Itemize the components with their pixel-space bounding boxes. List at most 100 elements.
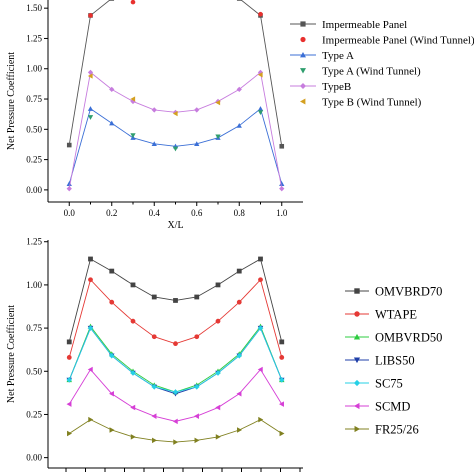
series-2 xyxy=(88,0,263,18)
data-point xyxy=(237,427,243,433)
data-point xyxy=(152,437,158,444)
data-point xyxy=(130,133,136,139)
y-tick-label: 1.00 xyxy=(26,280,42,290)
series-line xyxy=(68,327,283,395)
data-point xyxy=(173,341,178,347)
data-point xyxy=(172,110,178,117)
legend-entry: SC75 xyxy=(345,376,403,390)
data-point xyxy=(258,11,263,17)
data-point xyxy=(130,370,136,376)
chart-2: 0.00 0.25 0.50 0.75 1.00 1.25 Net Pressure Coe… xyxy=(6,237,442,472)
data-point xyxy=(258,256,263,262)
legend-entry: SCMD xyxy=(345,399,410,413)
chart-1: 0.00 0.25 0.50 0.75 1.00 1.25 1.50 0.0 0.2 0.4 0.6… xyxy=(6,0,474,231)
data-point xyxy=(109,427,115,433)
legend-marker xyxy=(353,357,361,364)
data-point xyxy=(109,299,115,305)
data-point xyxy=(236,86,242,92)
legend-marker xyxy=(300,98,306,105)
legend-entry: LIBS50 xyxy=(345,353,415,367)
data-point xyxy=(194,437,200,444)
data-point xyxy=(130,434,136,440)
data-point xyxy=(194,141,200,146)
data-point xyxy=(215,434,221,440)
data-point xyxy=(88,416,94,423)
series-5 xyxy=(66,325,285,395)
legend-entry: Impermeable Panel (Wind Tunnel) xyxy=(300,34,474,46)
legend-marker xyxy=(300,83,306,89)
data-point xyxy=(130,96,136,102)
data-point xyxy=(257,72,263,78)
data-point xyxy=(130,0,136,5)
y-tick-label: 0.25 xyxy=(26,155,42,165)
data-point xyxy=(130,318,136,324)
data-point xyxy=(151,334,157,340)
legend-label: FR25/26 xyxy=(375,422,419,436)
data-point xyxy=(66,377,73,383)
data-point xyxy=(87,106,94,111)
y-tick-label: 0.50 xyxy=(26,124,42,134)
data-point xyxy=(193,413,199,419)
legend-label: OMVBRD70 xyxy=(375,284,442,298)
y-axis-label: Net Pressure Coefficient xyxy=(6,305,17,403)
data-point xyxy=(257,366,263,373)
y-tick-label: 0.00 xyxy=(26,453,42,463)
series-line xyxy=(69,419,282,443)
legend-marker xyxy=(353,333,361,340)
data-point xyxy=(215,370,221,376)
y-tick-label: 1.25 xyxy=(26,237,42,247)
legend-label: OMBVRD50 xyxy=(375,330,442,344)
y-tick-label: 0.25 xyxy=(26,409,42,419)
data-point xyxy=(215,318,221,324)
data-point xyxy=(67,430,73,437)
series-1 xyxy=(66,0,285,149)
legend-marker xyxy=(300,21,306,27)
data-point xyxy=(279,339,285,345)
legend-entry: OMVBRD70 xyxy=(345,284,442,298)
data-point xyxy=(279,186,285,192)
legend-label: Type A xyxy=(322,50,354,62)
data-point xyxy=(66,186,72,192)
legend-marker xyxy=(354,311,360,317)
data-point xyxy=(173,298,178,303)
data-point xyxy=(151,384,158,390)
legend-label: WTAPE xyxy=(375,307,417,321)
legend-label: LIBS50 xyxy=(375,353,415,367)
legend-marker xyxy=(353,402,360,410)
legend-entry: Type A xyxy=(290,50,354,62)
data-point xyxy=(151,107,157,113)
data-point xyxy=(151,294,157,300)
series-6 xyxy=(87,72,263,117)
data-point xyxy=(194,107,200,113)
legend-marker xyxy=(300,68,306,74)
data-point xyxy=(87,69,94,76)
data-point xyxy=(215,100,221,106)
data-point xyxy=(236,0,242,1)
series-6 xyxy=(66,366,284,425)
series-3 xyxy=(66,323,285,395)
data-point xyxy=(257,110,264,115)
data-point xyxy=(108,352,115,359)
legend-entry: OMBVRD50 xyxy=(345,330,442,344)
x-tick-label: 0.8 xyxy=(234,208,246,218)
data-point xyxy=(66,339,72,345)
data-point xyxy=(257,69,264,76)
data-point xyxy=(109,0,115,1)
data-point xyxy=(236,390,242,397)
y-tick-label: 0.75 xyxy=(26,94,42,104)
x-tick-label: 0.4 xyxy=(149,208,161,218)
data-point xyxy=(279,430,285,437)
y-tick-label: 0.75 xyxy=(26,323,42,333)
data-point xyxy=(172,389,179,395)
data-point xyxy=(215,404,221,411)
legend-label: Impermeable Panel (Wind Tunnel) xyxy=(322,34,474,46)
legend-entry: Type A (Wind Tunnel) xyxy=(300,65,421,77)
data-point xyxy=(258,277,263,283)
legend-label: SC75 xyxy=(375,376,403,390)
legend-entry: TypeB xyxy=(290,81,351,93)
data-point xyxy=(88,13,93,18)
data-point xyxy=(278,377,285,383)
series-7 xyxy=(67,416,285,445)
legend-label: Type A (Wind Tunnel) xyxy=(322,65,421,77)
data-point xyxy=(87,73,93,79)
